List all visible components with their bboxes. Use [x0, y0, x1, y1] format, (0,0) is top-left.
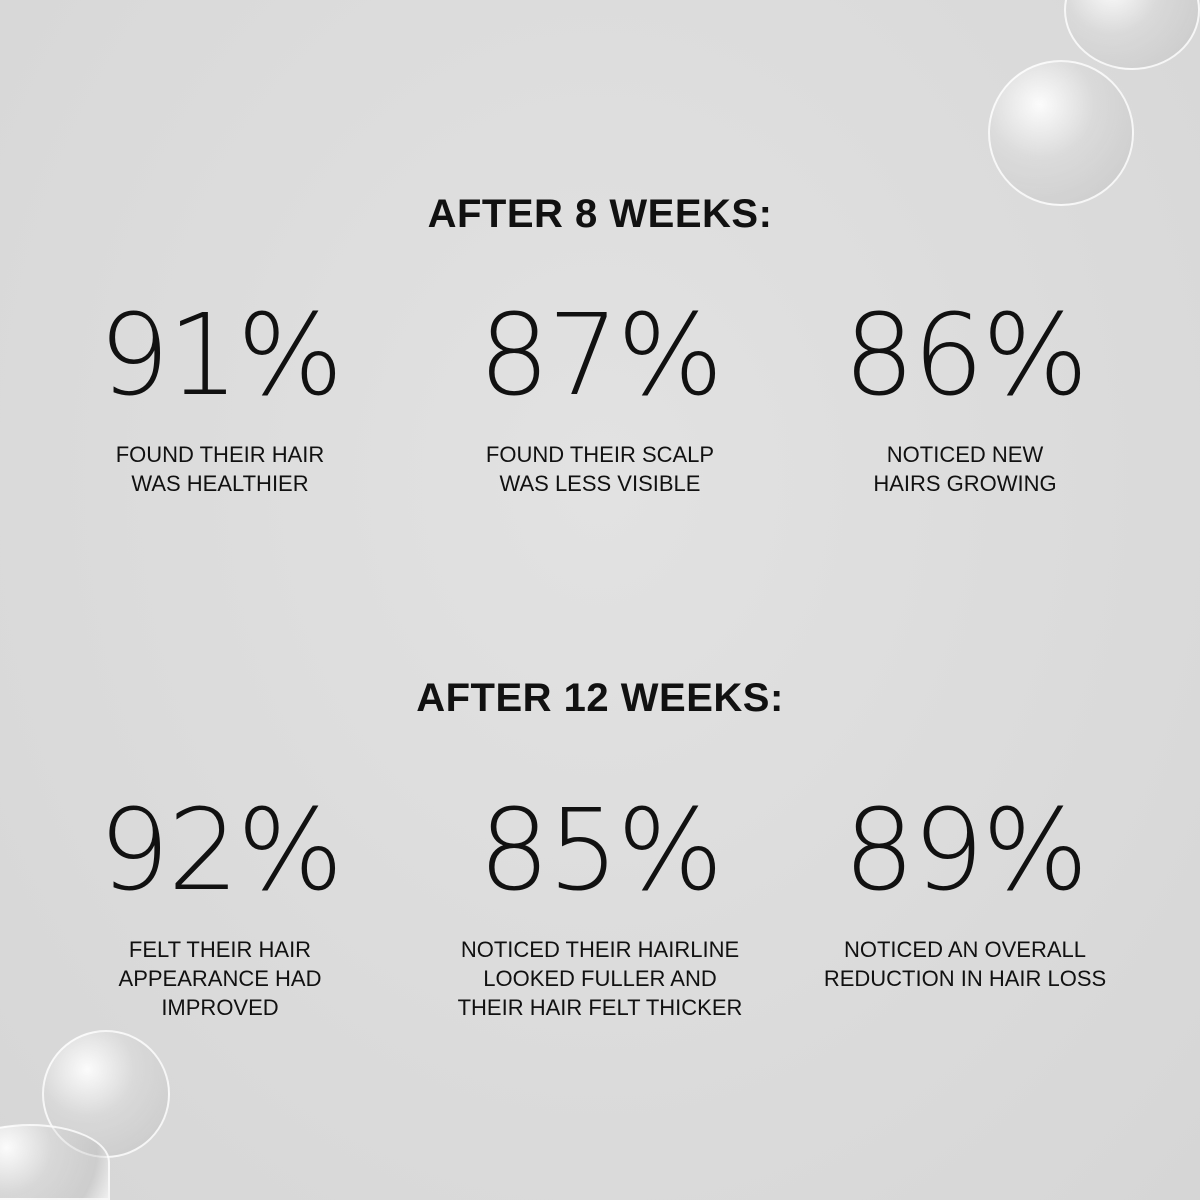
stat: 86% NOTICED NEW HAIRS GROWING — [785, 300, 1145, 498]
stat-caption: FELT THEIR HAIR APPEARANCE HAD IMPROVED — [40, 935, 400, 1022]
stat-caption: NOTICED THEIR HAIRLINE LOOKED FULLER AND T… — [420, 935, 780, 1022]
section-heading: AFTER 12 WEEKS: — [416, 676, 784, 720]
stat-value: 87% — [478, 291, 724, 421]
section-heading: AFTER 8 WEEKS: — [427, 192, 773, 236]
caption-line: HAIRS GROWING — [873, 471, 1057, 496]
caption-line: APPEARANCE HAD — [118, 966, 322, 991]
stat: 85% NOTICED THEIR HAIRLINE LOOKED FULLER A… — [420, 795, 780, 1022]
stat-caption: FOUND THEIR SCALP WAS LESS VISIBLE — [420, 440, 780, 498]
caption-line: WAS LESS VISIBLE — [499, 471, 701, 496]
caption-line: NOTICED AN OVERALL — [843, 937, 1087, 962]
stat: 89% NOTICED AN OVERALL REDUCTION IN HAIR L… — [785, 795, 1145, 993]
caption-line: NOTICED NEW — [886, 442, 1044, 467]
caption-line: NOTICED THEIR HAIRLINE — [460, 937, 740, 962]
stat: 87% FOUND THEIR SCALP WAS LESS VISIBLE — [420, 300, 780, 498]
caption-line: FELT THEIR HAIR — [128, 937, 312, 962]
stat-caption: FOUND THEIR HAIR WAS HEALTHIER — [40, 440, 400, 498]
caption-line: FOUND THEIR HAIR — [115, 442, 325, 467]
caption-line: REDUCTION IN HAIR LOSS — [823, 966, 1107, 991]
stat-value: 91% — [98, 291, 344, 421]
stat-value: 89% — [843, 786, 1089, 916]
stat-value: 85% — [478, 786, 724, 916]
water-droplet — [988, 60, 1134, 206]
caption-line: WAS HEALTHIER — [131, 471, 309, 496]
caption-line: THEIR HAIR FELT THICKER — [457, 995, 743, 1020]
stat-value: 92% — [98, 786, 344, 916]
stat-value: 86% — [843, 291, 1089, 421]
stat-caption: NOTICED AN OVERALL REDUCTION IN HAIR LOSS — [785, 935, 1145, 993]
caption-line: IMPROVED — [161, 995, 279, 1020]
stat: 91% FOUND THEIR HAIR WAS HEALTHIER — [40, 300, 400, 498]
stat: 92% FELT THEIR HAIR APPEARANCE HAD IMPROVED — [40, 795, 400, 1022]
caption-line: LOOKED FULLER AND — [483, 966, 717, 991]
caption-line: FOUND THEIR SCALP — [485, 442, 715, 467]
stat-caption: NOTICED NEW HAIRS GROWING — [785, 440, 1145, 498]
